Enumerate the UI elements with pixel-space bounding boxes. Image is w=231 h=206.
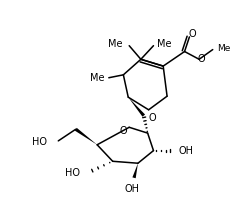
Text: Me: Me bbox=[217, 44, 230, 53]
Text: HO: HO bbox=[31, 137, 46, 147]
Text: OH: OH bbox=[124, 184, 139, 194]
Text: Me: Me bbox=[90, 73, 104, 83]
Text: Me: Me bbox=[157, 39, 171, 49]
Text: OH: OH bbox=[178, 146, 193, 156]
Text: Me: Me bbox=[107, 39, 122, 49]
Text: O: O bbox=[196, 54, 204, 64]
Text: O: O bbox=[148, 112, 155, 123]
Text: HO: HO bbox=[64, 168, 79, 178]
Polygon shape bbox=[128, 97, 144, 117]
Text: O: O bbox=[119, 126, 127, 136]
Polygon shape bbox=[132, 163, 137, 178]
Polygon shape bbox=[74, 128, 97, 145]
Text: O: O bbox=[188, 29, 195, 39]
